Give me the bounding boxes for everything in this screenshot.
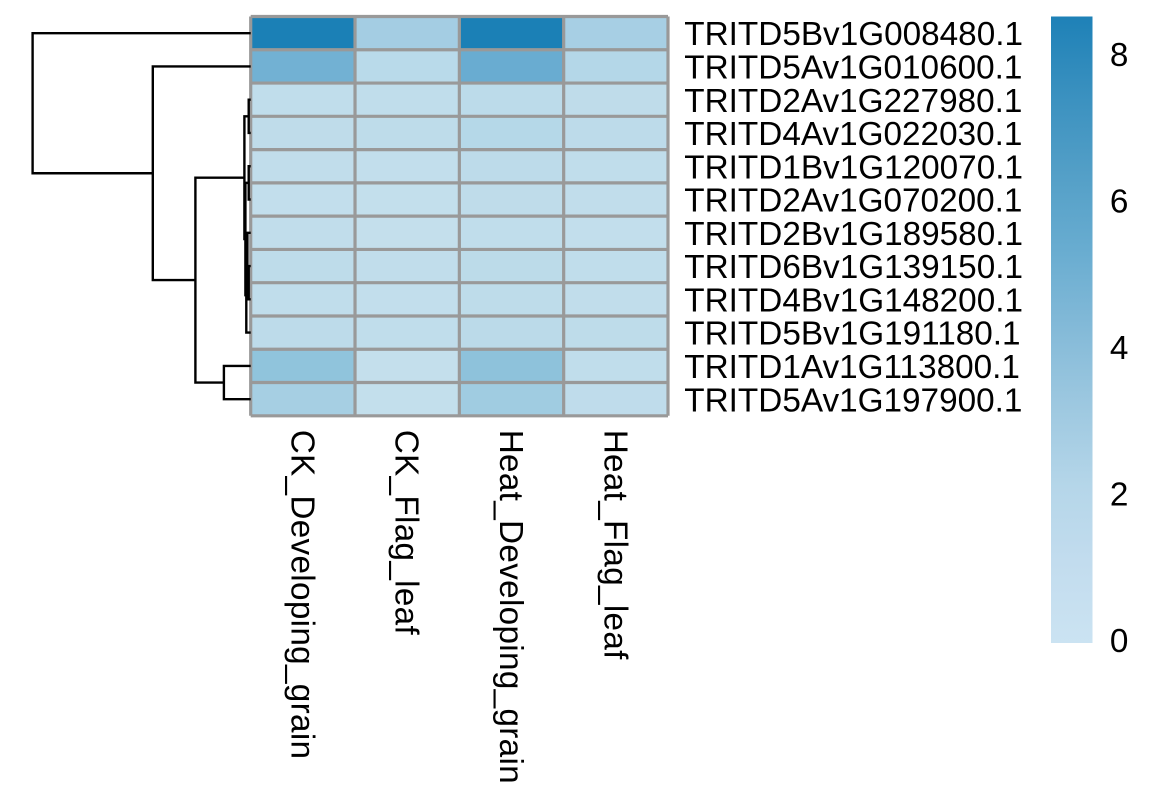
svg-text:0: 0 bbox=[1110, 623, 1129, 660]
svg-text:Heat_Developing_grain: Heat_Developing_grain bbox=[492, 430, 529, 784]
svg-text:TRITD1Av1G113800.1: TRITD1Av1G113800.1 bbox=[684, 349, 1020, 386]
svg-text:TRITD6Bv1G139150.1: TRITD6Bv1G139150.1 bbox=[684, 249, 1023, 286]
svg-text:TRITD5Bv1G008480.1: TRITD5Bv1G008480.1 bbox=[684, 16, 1023, 53]
svg-text:TRITD2Av1G070200.1: TRITD2Av1G070200.1 bbox=[684, 183, 1022, 220]
svg-text:4: 4 bbox=[1110, 330, 1129, 367]
svg-text:TRITD2Av1G227980.1: TRITD2Av1G227980.1 bbox=[684, 83, 1022, 120]
svg-text:2: 2 bbox=[1110, 477, 1129, 514]
svg-text:CK_Flag_leaf: CK_Flag_leaf bbox=[388, 430, 425, 636]
svg-text:6: 6 bbox=[1110, 184, 1129, 221]
svg-text:CK_Developing_grain: CK_Developing_grain bbox=[283, 430, 320, 760]
svg-text:Heat_Flag_leaf: Heat_Flag_leaf bbox=[596, 430, 633, 660]
svg-text:TRITD5Av1G197900.1: TRITD5Av1G197900.1 bbox=[684, 382, 1022, 419]
svg-text:TRITD4Av1G022030.1: TRITD4Av1G022030.1 bbox=[684, 116, 1022, 153]
svg-text:TRITD5Bv1G191180.1: TRITD5Bv1G191180.1 bbox=[684, 316, 1020, 353]
svg-text:TRITD4Bv1G148200.1: TRITD4Bv1G148200.1 bbox=[684, 282, 1023, 319]
svg-text:TRITD1Bv1G120070.1: TRITD1Bv1G120070.1 bbox=[684, 149, 1023, 186]
svg-text:8: 8 bbox=[1110, 37, 1129, 74]
svg-text:TRITD2Bv1G189580.1: TRITD2Bv1G189580.1 bbox=[684, 216, 1023, 253]
svg-text:TRITD5Av1G010600.1: TRITD5Av1G010600.1 bbox=[684, 50, 1022, 87]
